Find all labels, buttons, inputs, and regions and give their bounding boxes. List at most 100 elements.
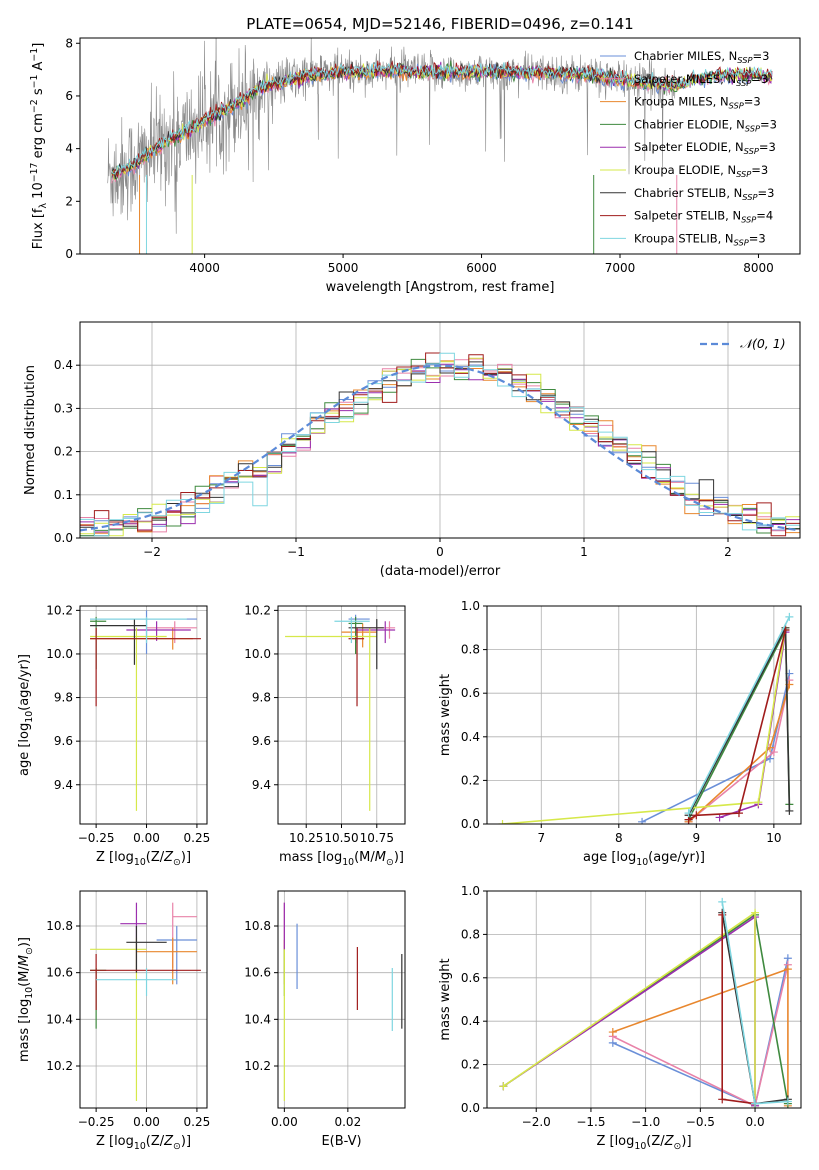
x-axis-label: Z [log10(Z/Z⊙)] (596, 1134, 691, 1152)
errorbar-point (341, 623, 377, 648)
errorbar-point (348, 616, 363, 654)
y-tick-label: 10.4 (46, 1012, 73, 1026)
y-tick-label: 0.0 (54, 531, 73, 545)
y-tick-label: 10.8 (46, 919, 73, 933)
y-tick-label: 0.2 (54, 445, 73, 459)
errorbar-point (348, 619, 384, 670)
legend-entry: Salpeter MILES, NSSP=3 (634, 72, 768, 88)
age-vs-metallicity-panel: −0.25 0.00 0.25 9.4 9.6 9.8 10.0 10.2 Z [log10(Z… (17, 603, 210, 868)
plot-area (80, 352, 800, 537)
y-tick-label: 9.6 (252, 734, 271, 748)
y-axis-label: mass [log10(M/M⊙)] (17, 937, 35, 1062)
model-spectrum-line (111, 61, 773, 175)
y-tick-label: 9.6 (54, 734, 73, 748)
plot-area (498, 612, 794, 824)
y-tick-label: 9.4 (54, 778, 73, 792)
x-tick-label: 7000 (605, 261, 636, 275)
y-tick-label: 0.8 (461, 927, 480, 941)
legend-entry: Kroupa ELODIE, NSSP=3 (634, 163, 768, 179)
mass-weight-marker (499, 1082, 508, 1091)
y-axis-label: mass weight (438, 958, 453, 1040)
mass-weight-marker (498, 820, 507, 824)
legend-entry: Salpeter ELODIE, NSSP=3 (634, 140, 776, 156)
mass-weight-marker (751, 908, 760, 917)
errorbar-point (120, 902, 147, 973)
axes-frame (79, 605, 208, 825)
y-tick-label: 0.0 (461, 1101, 480, 1115)
x-tick-label: 0.25 (184, 1115, 211, 1129)
y-tick-label: 0.0 (461, 817, 480, 831)
x-axis-label: age [log10(age/yr)] (583, 850, 705, 868)
errorbar-point (90, 954, 201, 1010)
legend-entry: Kroupa STELIB, NSSP=3 (634, 231, 766, 247)
y-tick-label: 10.0 (244, 647, 271, 661)
mass-weight-marker (783, 1097, 792, 1106)
x-axis-label: Z [log10(Z/Z⊙)] (96, 850, 191, 868)
residuals-panel: −2 −1 0 1 2 0.0 0.1 0.2 0.3 0.4 (data-model)/error… (23, 321, 801, 579)
age-vs-mass-panel: 10.25 10.50 10.75 9.4 9.6 9.8 10.0 10.2 mass [lo… (244, 603, 406, 868)
errorbar-point (90, 627, 201, 707)
mass-weight-marker (608, 1028, 617, 1037)
y-tick-label: 10.2 (244, 1059, 271, 1073)
y-tick-label: 0.4 (461, 730, 480, 744)
errorbar-point (136, 937, 197, 985)
y-tick-label: 10.6 (46, 966, 73, 980)
x-tick-label: −0.5 (686, 1115, 715, 1129)
y-tick-label: 10.2 (46, 1059, 73, 1073)
plot-area (499, 897, 792, 1108)
mass-weight-line (502, 915, 756, 1106)
x-tick-label: −1.5 (576, 1115, 605, 1129)
y-tick-label: 1.0 (461, 599, 480, 613)
y-tick-label: 0.6 (461, 686, 480, 700)
y-tick-label: 9.4 (252, 778, 271, 792)
x-tick-label: 10.50 (324, 831, 358, 845)
x-tick-label: −1 (287, 545, 305, 559)
x-tick-label: 0 (436, 545, 444, 559)
mass-weight-marker (783, 965, 792, 974)
y-tick-label: 10.2 (244, 603, 271, 617)
x-tick-label: 10.75 (360, 831, 394, 845)
errorbar-point (334, 616, 370, 644)
mass-weight-marker (718, 897, 727, 906)
errorbar-point (90, 610, 197, 654)
errorbar-point (126, 621, 191, 641)
plot-area (107, 38, 773, 254)
y-axis-label: age [log10(age/yr)] (17, 654, 35, 776)
gaussian-legend-label: 𝒩(0, 1) (740, 336, 786, 351)
y-axis-label: Flux [fλ 10−17 erg cm−2 s−1 A−1] (29, 43, 49, 250)
grid (278, 606, 405, 824)
y-tick-label: 0.2 (461, 773, 480, 787)
errorbar-point (126, 926, 167, 973)
x-axis-label: wavelength [Angstrom, rest frame] (326, 280, 555, 295)
plot-area (90, 902, 201, 1101)
mass-weight-marker (718, 1095, 727, 1104)
figure-title: PLATE=0654, MJD=52146, FIBERID=0496, z=0… (246, 15, 633, 33)
axes-frame (486, 605, 802, 825)
y-tick-label: 10.2 (46, 603, 73, 617)
observed-spectrum (107, 38, 676, 234)
mass-weight-line (688, 629, 787, 821)
x-tick-label: 0.00 (133, 831, 160, 845)
y-tick-label: 0.2 (461, 1058, 480, 1072)
spectrum-legend: Chabrier MILES, NSSP=3 Salpeter MILES, NS… (600, 49, 777, 247)
x-tick-label: −2 (143, 545, 161, 559)
axes-frame (79, 37, 801, 255)
legend-entry: Salpeter STELIB, NSSP=4 (634, 209, 773, 225)
axes-frame (277, 890, 406, 1109)
x-axis-label: E(B-V) (321, 1134, 361, 1149)
x-tick-label: 1 (580, 545, 588, 559)
y-tick-label: 0.3 (54, 401, 73, 415)
mass-weight-marker (754, 798, 763, 807)
x-tick-label: −0.25 (78, 1115, 115, 1129)
errorbar-point (96, 968, 177, 996)
y-tick-label: 4 (65, 142, 73, 156)
y-tick-label: 6 (65, 89, 73, 103)
grid (80, 606, 207, 824)
axes-frame (79, 890, 208, 1109)
plot-area (90, 610, 201, 811)
mass-weight-marker (769, 748, 778, 757)
mass-weight-marker (785, 612, 794, 621)
errorbar-point (355, 621, 396, 644)
x-tick-label: 10 (766, 831, 781, 845)
